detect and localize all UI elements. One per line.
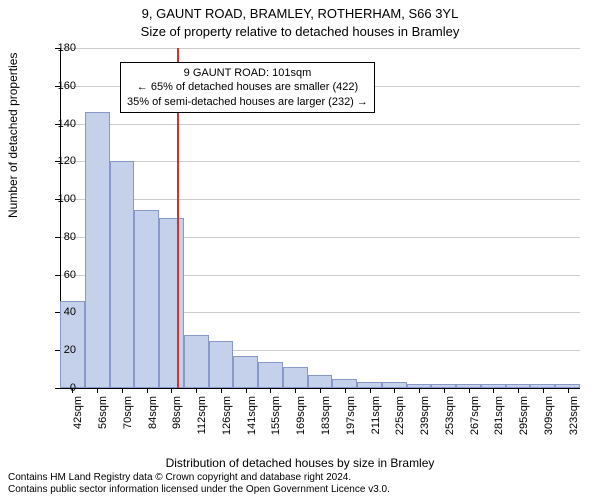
y-tick-label: 140	[36, 118, 76, 130]
y-tick-label: 120	[36, 155, 76, 167]
y-axis-label: Number of detached properties	[6, 53, 20, 218]
x-tick-mark	[469, 388, 470, 393]
x-tick-label: 141sqm	[246, 396, 258, 436]
x-tick-label: 253sqm	[444, 396, 456, 436]
gridline	[60, 161, 580, 162]
chart-container: 9, GAUNT ROAD, BRAMLEY, ROTHERHAM, S66 3…	[0, 0, 600, 500]
y-tick-label: 80	[36, 231, 76, 243]
y-tick-label: 60	[36, 269, 76, 281]
x-tick-mark	[270, 388, 271, 393]
x-tick-label: 197sqm	[345, 396, 357, 436]
x-tick-mark	[147, 388, 148, 393]
x-tick-label: 281sqm	[493, 396, 505, 436]
histogram-bar	[233, 356, 258, 388]
x-tick-mark	[444, 388, 445, 393]
footer-line2: Contains public sector information licen…	[8, 484, 390, 496]
x-tick-label: 169sqm	[295, 396, 307, 436]
x-tick-label: 323sqm	[568, 396, 580, 436]
gridline	[60, 48, 580, 49]
histogram-bar	[85, 112, 110, 388]
plot-area: 9 GAUNT ROAD: 101sqm← 65% of detached ho…	[60, 48, 580, 388]
footer-line1: Contains HM Land Registry data © Crown c…	[8, 472, 390, 484]
x-tick-mark	[518, 388, 519, 393]
histogram-bar	[110, 161, 135, 388]
x-tick-label: 239sqm	[419, 396, 431, 436]
x-tick-label: 309sqm	[543, 396, 555, 436]
x-tick-label: 70sqm	[122, 396, 134, 436]
y-tick-label: 180	[36, 42, 76, 54]
y-tick-label: 0	[36, 382, 76, 394]
x-tick-label: 98sqm	[171, 396, 183, 436]
chart-title-line1: 9, GAUNT ROAD, BRAMLEY, ROTHERHAM, S66 3…	[0, 6, 600, 21]
histogram-bar	[283, 367, 308, 388]
x-tick-label: 211sqm	[370, 396, 382, 436]
annotation-line2: ← 65% of detached houses are smaller (42…	[127, 80, 368, 94]
y-tick-label: 160	[36, 80, 76, 92]
x-tick-mark	[246, 388, 247, 393]
histogram-bar	[134, 210, 159, 388]
y-tick-label: 40	[36, 306, 76, 318]
x-tick-mark	[171, 388, 172, 393]
x-tick-mark	[221, 388, 222, 393]
x-tick-mark	[295, 388, 296, 393]
x-tick-label: 155sqm	[270, 396, 282, 436]
chart-title-line2: Size of property relative to detached ho…	[0, 24, 600, 39]
y-tick-label: 20	[36, 344, 76, 356]
x-tick-mark	[370, 388, 371, 393]
x-axis-label: Distribution of detached houses by size …	[0, 456, 600, 470]
x-tick-mark	[320, 388, 321, 393]
x-tick-mark	[97, 388, 98, 393]
annotation-line3: 35% of semi-detached houses are larger (…	[127, 95, 368, 109]
x-tick-mark	[122, 388, 123, 393]
x-tick-mark	[419, 388, 420, 393]
x-tick-label: 225sqm	[394, 396, 406, 436]
histogram-bar	[159, 218, 184, 388]
x-tick-label: 126sqm	[221, 396, 233, 436]
x-tick-mark	[394, 388, 395, 393]
x-tick-label: 112sqm	[196, 396, 208, 436]
histogram-bar	[258, 362, 283, 388]
annotation-box: 9 GAUNT ROAD: 101sqm← 65% of detached ho…	[120, 62, 375, 113]
y-tick-label: 100	[36, 193, 76, 205]
histogram-bar	[184, 335, 209, 388]
x-tick-mark	[568, 388, 569, 393]
x-tick-label: 56sqm	[97, 396, 109, 436]
x-tick-mark	[493, 388, 494, 393]
x-tick-label: 183sqm	[320, 396, 332, 436]
gridline	[60, 199, 580, 200]
x-tick-mark	[196, 388, 197, 393]
histogram-bar	[209, 341, 234, 388]
chart-footer: Contains HM Land Registry data © Crown c…	[8, 472, 390, 496]
x-tick-label: 42sqm	[72, 396, 84, 436]
x-tick-mark	[543, 388, 544, 393]
histogram-bar	[332, 379, 357, 388]
gridline	[60, 124, 580, 125]
x-tick-mark	[345, 388, 346, 393]
x-tick-label: 84sqm	[147, 396, 159, 436]
annotation-line1: 9 GAUNT ROAD: 101sqm	[127, 66, 368, 80]
x-tick-label: 295sqm	[518, 396, 530, 436]
x-tick-label: 267sqm	[469, 396, 481, 436]
histogram-bar	[308, 375, 333, 388]
